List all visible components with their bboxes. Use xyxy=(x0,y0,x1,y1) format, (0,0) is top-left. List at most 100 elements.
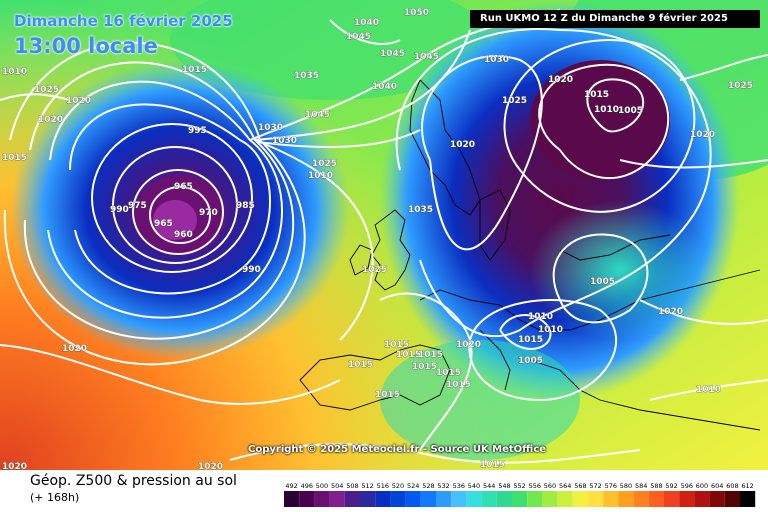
isobar-label: 1015 xyxy=(584,90,609,100)
legend-tick-label: 508 xyxy=(346,482,358,490)
forecast-time: 13:00 locale xyxy=(14,34,158,58)
isobar-label: 1005 xyxy=(590,277,615,287)
forecast-date: Dimanche 16 février 2025 xyxy=(14,12,233,30)
legend-swatch xyxy=(724,491,740,507)
isobar-label: 1040 xyxy=(372,82,397,92)
isobar-label: 1015 xyxy=(348,360,373,370)
isobar-label: 1010 xyxy=(308,171,333,181)
isobar-label: 1035 xyxy=(294,71,319,81)
legend-swatch xyxy=(405,491,421,507)
isobar-label: 1015 xyxy=(480,460,505,470)
legend-tick-label: 568 xyxy=(574,482,586,490)
map-canvas: 1010 1025 1020 1020 1015 1015 995 1035 1… xyxy=(0,0,768,470)
isobar-label: 990 xyxy=(242,265,261,275)
isobar-label: 1020 xyxy=(456,340,481,350)
legend-swatch xyxy=(527,491,543,507)
map-title: Géop. Z500 & pression au sol xyxy=(30,473,237,489)
legend-swatch xyxy=(436,491,452,507)
isobar-label: 985 xyxy=(236,201,255,211)
isobar-label: 995 xyxy=(188,126,207,136)
legend-tick-label: 596 xyxy=(681,482,693,490)
isobar-label: 1015 xyxy=(418,350,443,360)
isobar-label: 1005 xyxy=(618,106,643,116)
legend-swatch xyxy=(344,491,360,507)
legend-tick-label: 580 xyxy=(620,482,632,490)
legend-swatch xyxy=(557,491,573,507)
model-run-label: Run UKMO 12 Z du Dimanche 9 février 2025 xyxy=(470,10,760,28)
legend-tick-label: 552 xyxy=(513,482,525,490)
legend-swatch xyxy=(451,491,467,507)
isobar-label: 1015 xyxy=(436,368,461,378)
legend-swatch xyxy=(314,491,330,507)
legend-swatch xyxy=(694,491,710,507)
legend-tick-label: 520 xyxy=(392,482,404,490)
isobar-label: 1020 xyxy=(38,115,63,125)
isobar-label: 1025 xyxy=(312,159,337,169)
legend-tick-label: 608 xyxy=(726,482,738,490)
legend-tick-label: 604 xyxy=(711,482,723,490)
legend-tick-label: 532 xyxy=(437,482,449,490)
isobar-label: 1045 xyxy=(380,49,405,59)
isobar-label: 1030 xyxy=(484,55,509,65)
isobar-label: 1020 xyxy=(690,130,715,140)
legend-swatch xyxy=(664,491,680,507)
isobar-label: 1015 xyxy=(384,340,409,350)
isobar-label: 1020 xyxy=(62,344,87,354)
isobar-label: 1015 xyxy=(2,153,27,163)
legend-tick-label: 600 xyxy=(696,482,708,490)
copyright-text: Copyright © 2025 Meteociel.fr - Source U… xyxy=(248,444,547,455)
legend-swatch xyxy=(618,491,634,507)
legend-tick-label: 540 xyxy=(468,482,480,490)
isobar-label: 965 xyxy=(154,219,173,229)
legend-swatch xyxy=(603,491,619,507)
legend-tick-label: 544 xyxy=(483,482,495,490)
legend-tick-label: 588 xyxy=(650,482,662,490)
isobar-label: 1025 xyxy=(728,81,753,91)
legend-tick-label: 496 xyxy=(301,482,313,490)
isobar-label: 1030 xyxy=(258,123,283,133)
isobar-label: 1015 xyxy=(396,350,421,360)
legend-swatch xyxy=(375,491,391,507)
isobar-label: 1010 xyxy=(528,312,553,322)
legend-swatch xyxy=(572,491,588,507)
isobar-label: 1050 xyxy=(404,8,429,18)
isobar-label: 970 xyxy=(199,208,218,218)
isobar-label: 1045 xyxy=(305,110,330,120)
forecast-offset: (+ 168h) xyxy=(30,491,80,504)
isobar-label: 1015 xyxy=(518,335,543,345)
legend-tick-label: 504 xyxy=(331,482,343,490)
legend-tick-label: 512 xyxy=(361,482,373,490)
legend-swatch xyxy=(481,491,497,507)
isobar-label: 1040 xyxy=(354,18,379,28)
legend-swatch xyxy=(542,491,558,507)
isobar-label: 1010 xyxy=(594,105,619,115)
isobar-label: 1015 xyxy=(412,362,437,372)
legend-tick-label: 500 xyxy=(316,482,328,490)
legend-tick-label: 548 xyxy=(498,482,510,490)
isobar-label: 1020 xyxy=(450,140,475,150)
legend-tick-label: 612 xyxy=(741,482,753,490)
legend-swatch xyxy=(284,491,300,507)
legend-swatch xyxy=(420,491,436,507)
color-scale-legend: 492 496 500 504 508 512 516 520 524 528 532 536 540 5… xyxy=(284,482,756,507)
legend-swatch xyxy=(360,491,376,507)
legend-tick-label: 572 xyxy=(589,482,601,490)
isobar-label: 1025 xyxy=(34,85,59,95)
legend-tick-label: 560 xyxy=(544,482,556,490)
legend-swatch xyxy=(512,491,528,507)
legend-tick-label: 492 xyxy=(285,482,297,490)
legend-swatch xyxy=(299,491,315,507)
isobar-label: 1020 xyxy=(66,96,91,106)
legend-swatch xyxy=(588,491,604,507)
coastlines xyxy=(299,79,761,431)
isobar-label: 965 xyxy=(174,182,193,192)
isobars xyxy=(0,9,768,464)
isobar-label: 1015 xyxy=(446,380,471,390)
legend-tick-label: 528 xyxy=(422,482,434,490)
legend-swatch xyxy=(466,491,482,507)
legend-tick-label: 516 xyxy=(377,482,389,490)
isobar-label: 1015 xyxy=(182,65,207,75)
isobar-label: 1020 xyxy=(198,462,223,470)
isobar-label: 975 xyxy=(128,201,147,211)
isobar-label: 1010 xyxy=(538,325,563,335)
